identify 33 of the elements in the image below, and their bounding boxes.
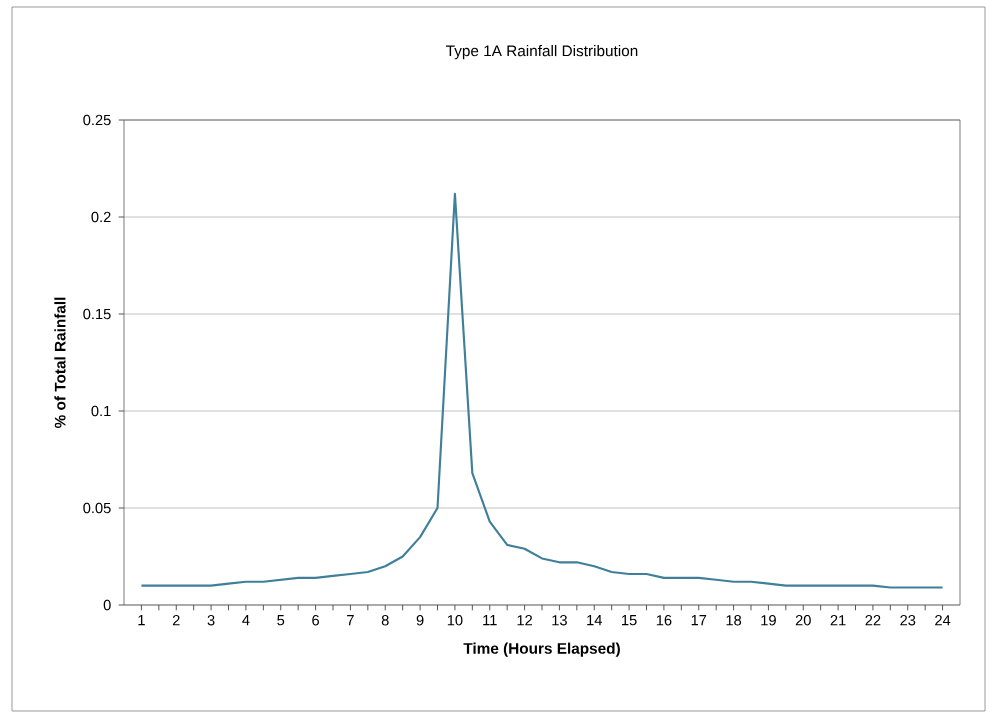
x-axis-title: Time (Hours Elapsed) <box>463 642 620 657</box>
x-tick-label: 22 <box>865 615 881 626</box>
y-tick-label: 0 <box>103 599 111 611</box>
x-tick-label: 21 <box>830 615 846 626</box>
x-tick-label: 13 <box>552 615 567 626</box>
x-tick-label: 12 <box>517 615 533 626</box>
y-tick-label: 0.15 <box>83 308 111 320</box>
x-tick-label: 3 <box>207 615 215 626</box>
x-tick-label: 6 <box>312 615 320 626</box>
y-tick-label: 0.2 <box>91 211 111 223</box>
x-tick-label: 19 <box>761 615 776 626</box>
x-tick-label: 18 <box>726 615 742 626</box>
x-tick-label: 9 <box>416 615 424 626</box>
x-tick-label: 10 <box>447 615 463 626</box>
x-tick-label: 11 <box>483 615 497 626</box>
x-tick-label: 17 <box>691 615 707 626</box>
x-tick-label: 14 <box>587 615 602 626</box>
y-tick-label: 0.1 <box>91 405 111 417</box>
x-tick-label: 15 <box>622 615 637 626</box>
y-axis-title: % of Total Rainfall <box>54 297 66 428</box>
x-tick-label: 8 <box>381 615 389 626</box>
x-tick-label: 4 <box>242 615 250 626</box>
x-tick-label: 24 <box>935 615 951 626</box>
chart-title: Type 1A Rainfall Distribution <box>446 45 638 60</box>
y-tick-label: 0.05 <box>83 502 111 514</box>
x-tick-label: 5 <box>277 615 285 626</box>
x-tick-label: 1 <box>138 615 145 626</box>
x-tick-label: 7 <box>347 615 354 626</box>
x-tick-label: 20 <box>795 615 811 626</box>
y-tick-label: 0.25 <box>83 114 111 126</box>
x-tick-label: 16 <box>656 615 672 626</box>
x-tick-label: 2 <box>172 615 180 626</box>
x-tick-label: 23 <box>900 615 916 626</box>
